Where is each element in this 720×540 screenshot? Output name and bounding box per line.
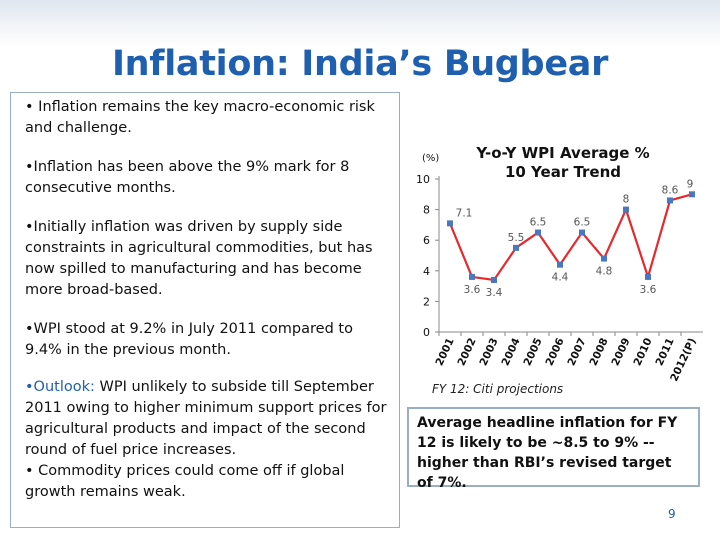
chart-series: 7.1 3.6 3.4 5.5 6.5 4.4 6.5 4.8 8 3.6 8.6 9 bbox=[447, 178, 695, 299]
chart-data-label: 8 bbox=[623, 194, 630, 206]
chart-x-tick-label: 2005 bbox=[521, 336, 544, 368]
bullet-above-9: •Inflation has been above the 9% mark fo… bbox=[25, 159, 350, 196]
page-number: 9 bbox=[668, 507, 676, 521]
chart-x-tick-label: 2009 bbox=[609, 336, 632, 368]
chart-data-point bbox=[579, 229, 585, 236]
bullet-outlook: •Outlook: WPI unlikely to subside till S… bbox=[25, 377, 391, 461]
wpi-line-chart: (%) Y-o-Y WPI Average % 10 Year Trend 02… bbox=[416, 144, 703, 383]
chart-series-line bbox=[448, 193, 693, 282]
chart-data-label: 4.8 bbox=[596, 266, 613, 278]
chart-axes: 0246810200120022003200420052006200720082… bbox=[416, 173, 703, 383]
chart-x-tick-label: 2008 bbox=[587, 336, 610, 368]
chart-data-label: 7.1 bbox=[456, 207, 473, 219]
chart-title-line-1: Y-o-Y WPI Average % bbox=[475, 144, 649, 162]
chart-y-tick-label: 6 bbox=[423, 234, 430, 247]
chart-y-tick-label: 4 bbox=[423, 265, 430, 278]
outlook-text: WPI unlikely to subside till September 2… bbox=[25, 379, 387, 458]
chart-data-label: 4.4 bbox=[552, 272, 569, 284]
chart-data-label: 3.4 bbox=[486, 287, 503, 299]
chart-x-tick-label: 2011 bbox=[653, 336, 676, 368]
chart-data-label: 3.6 bbox=[464, 284, 481, 296]
chart-data-label: 9 bbox=[687, 178, 694, 190]
chart-x-tick-label: 2003 bbox=[477, 336, 500, 368]
header-band bbox=[0, 0, 720, 46]
slide-title: Inflation: India’s Bugbear bbox=[111, 44, 609, 84]
outlook-label: •Outlook: bbox=[25, 379, 95, 395]
chart-data-point bbox=[623, 206, 629, 213]
chart-x-tick-label: 2010 bbox=[631, 336, 654, 368]
chart-data-label: 6.5 bbox=[574, 217, 591, 229]
chart-y-tick-label: 10 bbox=[416, 173, 430, 186]
chart-data-label: 3.6 bbox=[640, 284, 657, 296]
chart-data-point bbox=[689, 191, 695, 198]
bullet-commodity: • Commodity prices could come off if glo… bbox=[25, 463, 345, 500]
chart-x-tick-label: 2004 bbox=[499, 336, 522, 368]
chart-title-line-2: 10 Year Trend bbox=[505, 163, 621, 181]
chart-data-point bbox=[645, 273, 651, 280]
chart-x-tick-label: 2001 bbox=[433, 336, 456, 368]
chart-data-point bbox=[667, 197, 673, 204]
bullet-box: • Inflation remains the key macro-econom… bbox=[10, 92, 400, 528]
bullet-supply-side: •Initially inflation was driven by suppl… bbox=[25, 219, 373, 298]
chart-caption: FY 12: Citi projections bbox=[432, 382, 564, 396]
chart-x-tick-label: 2002 bbox=[455, 336, 478, 368]
chart-data-label: 6.5 bbox=[530, 217, 547, 229]
bullet-risk: • Inflation remains the key macro-econom… bbox=[25, 99, 375, 136]
chart-data-point bbox=[513, 244, 519, 251]
chart-data-point bbox=[447, 220, 453, 227]
chart-data-point bbox=[469, 273, 475, 280]
chart-x-tick-label: 2006 bbox=[543, 336, 566, 368]
bullet-wpi-july: •WPI stood at 9.2% in July 2011 compared… bbox=[25, 321, 353, 358]
chart-y-tick-label: 0 bbox=[423, 326, 430, 339]
chart-y-tick-label: 8 bbox=[423, 204, 430, 217]
chart-data-label: 8.6 bbox=[662, 184, 679, 196]
chart-x-tick-label: 2007 bbox=[565, 336, 588, 368]
chart-data-point bbox=[601, 255, 607, 262]
callout-box: Average headline inflation for FY 12 is … bbox=[407, 407, 700, 491]
chart-data-point bbox=[535, 229, 541, 236]
chart-data-point bbox=[557, 261, 563, 268]
chart-data-point bbox=[491, 276, 497, 283]
chart-ylabel: (%) bbox=[422, 153, 439, 164]
chart-data-label: 5.5 bbox=[508, 232, 525, 244]
chart-y-tick-label: 2 bbox=[423, 295, 430, 308]
